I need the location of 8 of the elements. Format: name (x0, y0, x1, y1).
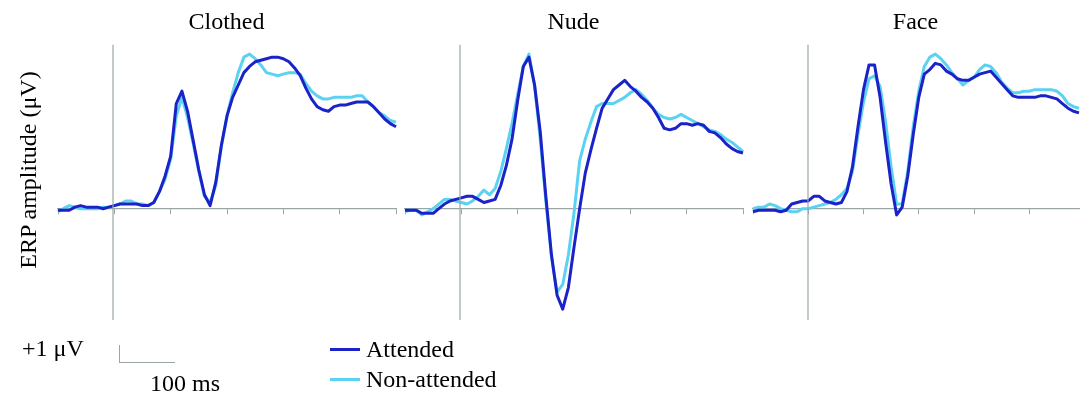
legend-label: Attended (366, 335, 454, 364)
text: 100 ms (150, 370, 221, 396)
chart-title: Face (892, 7, 939, 34)
text: +1 μV (22, 335, 84, 361)
chart-title: Clothed (188, 7, 265, 34)
chart-title: Nude (547, 7, 600, 34)
y-axis-title: ERP amplitude (μV) (14, 71, 42, 269)
legend-label: Non-attended (366, 365, 497, 394)
